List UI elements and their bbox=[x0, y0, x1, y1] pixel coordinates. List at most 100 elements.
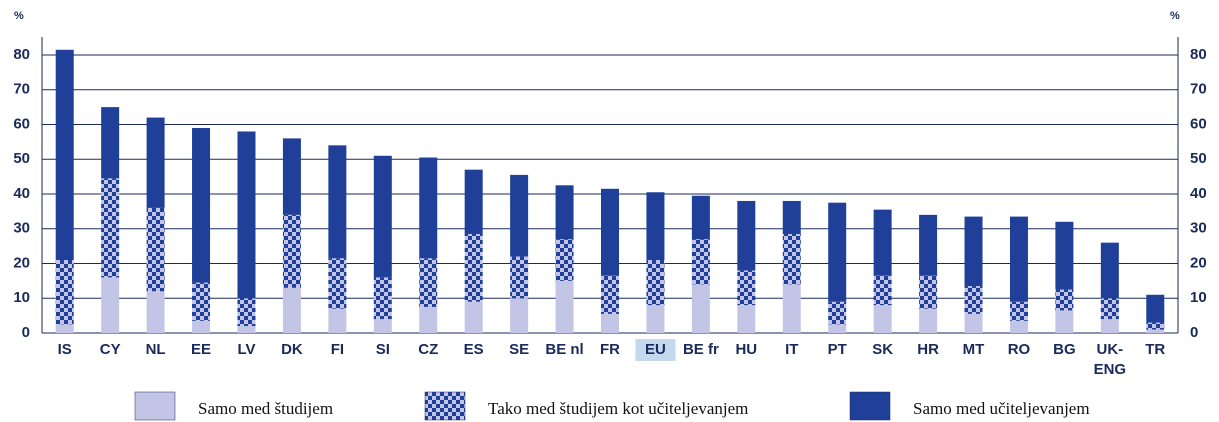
bar-segment bbox=[646, 192, 665, 261]
bar-segment bbox=[601, 313, 619, 333]
bar-segment bbox=[964, 313, 983, 333]
bar-segment bbox=[601, 188, 619, 276]
bar-segment bbox=[828, 202, 847, 302]
bar-segment bbox=[964, 286, 983, 314]
bar-segment bbox=[373, 277, 392, 320]
bar-segment bbox=[1146, 322, 1165, 330]
bar-segment bbox=[282, 287, 301, 333]
bar-segment bbox=[1100, 319, 1119, 333]
bar-segment bbox=[1009, 320, 1028, 333]
bar-segment bbox=[646, 305, 665, 333]
y-tick-label: 30 bbox=[13, 220, 30, 237]
x-tick-label: SE bbox=[509, 341, 529, 358]
y2-tick-label: 10 bbox=[1190, 289, 1207, 306]
x-tick-label: FI bbox=[331, 341, 344, 358]
bar-segment bbox=[1055, 310, 1074, 333]
bar-segment bbox=[282, 214, 301, 288]
bar-segment bbox=[1009, 301, 1028, 321]
x-tick-label: IS bbox=[58, 341, 72, 358]
x-tick-label: UK-ENG bbox=[1094, 341, 1127, 378]
bar-segment bbox=[328, 258, 347, 309]
bar-segment bbox=[237, 326, 256, 333]
bar-segment bbox=[146, 117, 165, 208]
bar-segment bbox=[782, 233, 801, 285]
bar-segment bbox=[919, 308, 938, 333]
x-tick-label: BE nl bbox=[545, 341, 583, 358]
legend-text: Samo med učiteljevanjem bbox=[913, 399, 1090, 418]
bar-segment bbox=[419, 157, 438, 259]
bar-segment bbox=[1055, 221, 1074, 290]
bar-segment bbox=[1100, 298, 1119, 320]
bar-segment bbox=[1146, 329, 1165, 333]
y2-tick-label: 30 bbox=[1190, 220, 1207, 237]
bar-segment bbox=[419, 306, 438, 333]
y-tick-label: 70 bbox=[13, 81, 30, 98]
bar-segment bbox=[55, 49, 74, 261]
y-tick-label: 20 bbox=[13, 254, 30, 271]
bar-segment bbox=[646, 260, 665, 306]
x-tick-label: CY bbox=[100, 341, 121, 358]
y2-tick-label: 80 bbox=[1190, 46, 1207, 63]
x-tick-label: BE fr bbox=[683, 341, 719, 358]
bar-segment bbox=[691, 284, 710, 333]
legend-text: Tako med študijem kot učiteljevanjem bbox=[488, 399, 748, 418]
y-tick-label: 0 bbox=[22, 324, 30, 341]
bar-segment bbox=[1009, 216, 1028, 302]
x-tick-label: IT bbox=[785, 341, 798, 358]
bar-segment bbox=[873, 305, 892, 333]
y-tick-label: 40 bbox=[13, 185, 30, 202]
bar-segment bbox=[419, 258, 438, 307]
legend-text: Samo med študijem bbox=[198, 399, 333, 418]
bar-segment bbox=[964, 216, 983, 287]
bar-segment bbox=[464, 169, 483, 234]
x-tick-label: DK bbox=[281, 341, 303, 358]
legend-swatch bbox=[424, 391, 466, 421]
bar-segment bbox=[192, 320, 211, 333]
bar-segment bbox=[782, 200, 801, 234]
x-tick-label: RO bbox=[1008, 341, 1031, 358]
bar-segment bbox=[237, 131, 256, 299]
y-tick-label: 10 bbox=[13, 289, 30, 306]
bar-segment bbox=[146, 207, 165, 292]
x-tick-label: BG bbox=[1053, 341, 1076, 358]
x-tick-label: EU bbox=[645, 341, 666, 358]
bar-segment bbox=[919, 214, 938, 276]
bar-segment bbox=[691, 239, 710, 285]
bar-segment bbox=[328, 145, 347, 259]
bar-segment bbox=[373, 155, 392, 278]
y2-tick-label: 60 bbox=[1190, 115, 1207, 132]
bar-segment bbox=[55, 324, 74, 333]
x-tick-label: SI bbox=[376, 341, 390, 358]
bar-segment bbox=[601, 275, 619, 314]
bar-segment bbox=[1146, 294, 1165, 323]
x-tick-label: CZ bbox=[418, 341, 438, 358]
x-tick-label: FR bbox=[600, 341, 620, 358]
bar-segment bbox=[55, 260, 74, 325]
y2-tick-label: 50 bbox=[1190, 150, 1207, 167]
x-tick-label: EE bbox=[191, 341, 211, 358]
x-tick-label: TR bbox=[1145, 341, 1165, 358]
highlight-box bbox=[635, 339, 676, 361]
y2-tick-label: 0 bbox=[1190, 324, 1198, 341]
bar-segment bbox=[510, 174, 529, 257]
bar-segment bbox=[328, 308, 347, 333]
y2-tick-label: 40 bbox=[1190, 185, 1207, 202]
y-tick-label: 80 bbox=[13, 46, 30, 63]
y-tick-label: 60 bbox=[13, 115, 30, 132]
y2-axis-unit: % bbox=[1170, 10, 1180, 22]
legend-swatch bbox=[134, 391, 176, 421]
legend-swatch bbox=[849, 391, 891, 421]
bar-segment bbox=[192, 127, 211, 283]
bar-segment bbox=[192, 282, 211, 321]
bar-segment bbox=[737, 305, 756, 333]
x-tick-label: SK bbox=[872, 341, 893, 358]
bar-segment bbox=[737, 270, 756, 306]
bar-segment bbox=[555, 185, 574, 240]
x-tick-label: HU bbox=[735, 341, 757, 358]
bar-segment bbox=[691, 195, 710, 240]
bar-segment bbox=[282, 138, 301, 215]
y-axis-unit: % bbox=[14, 10, 24, 22]
bar-segment bbox=[555, 280, 574, 333]
bar-segment bbox=[237, 298, 256, 327]
